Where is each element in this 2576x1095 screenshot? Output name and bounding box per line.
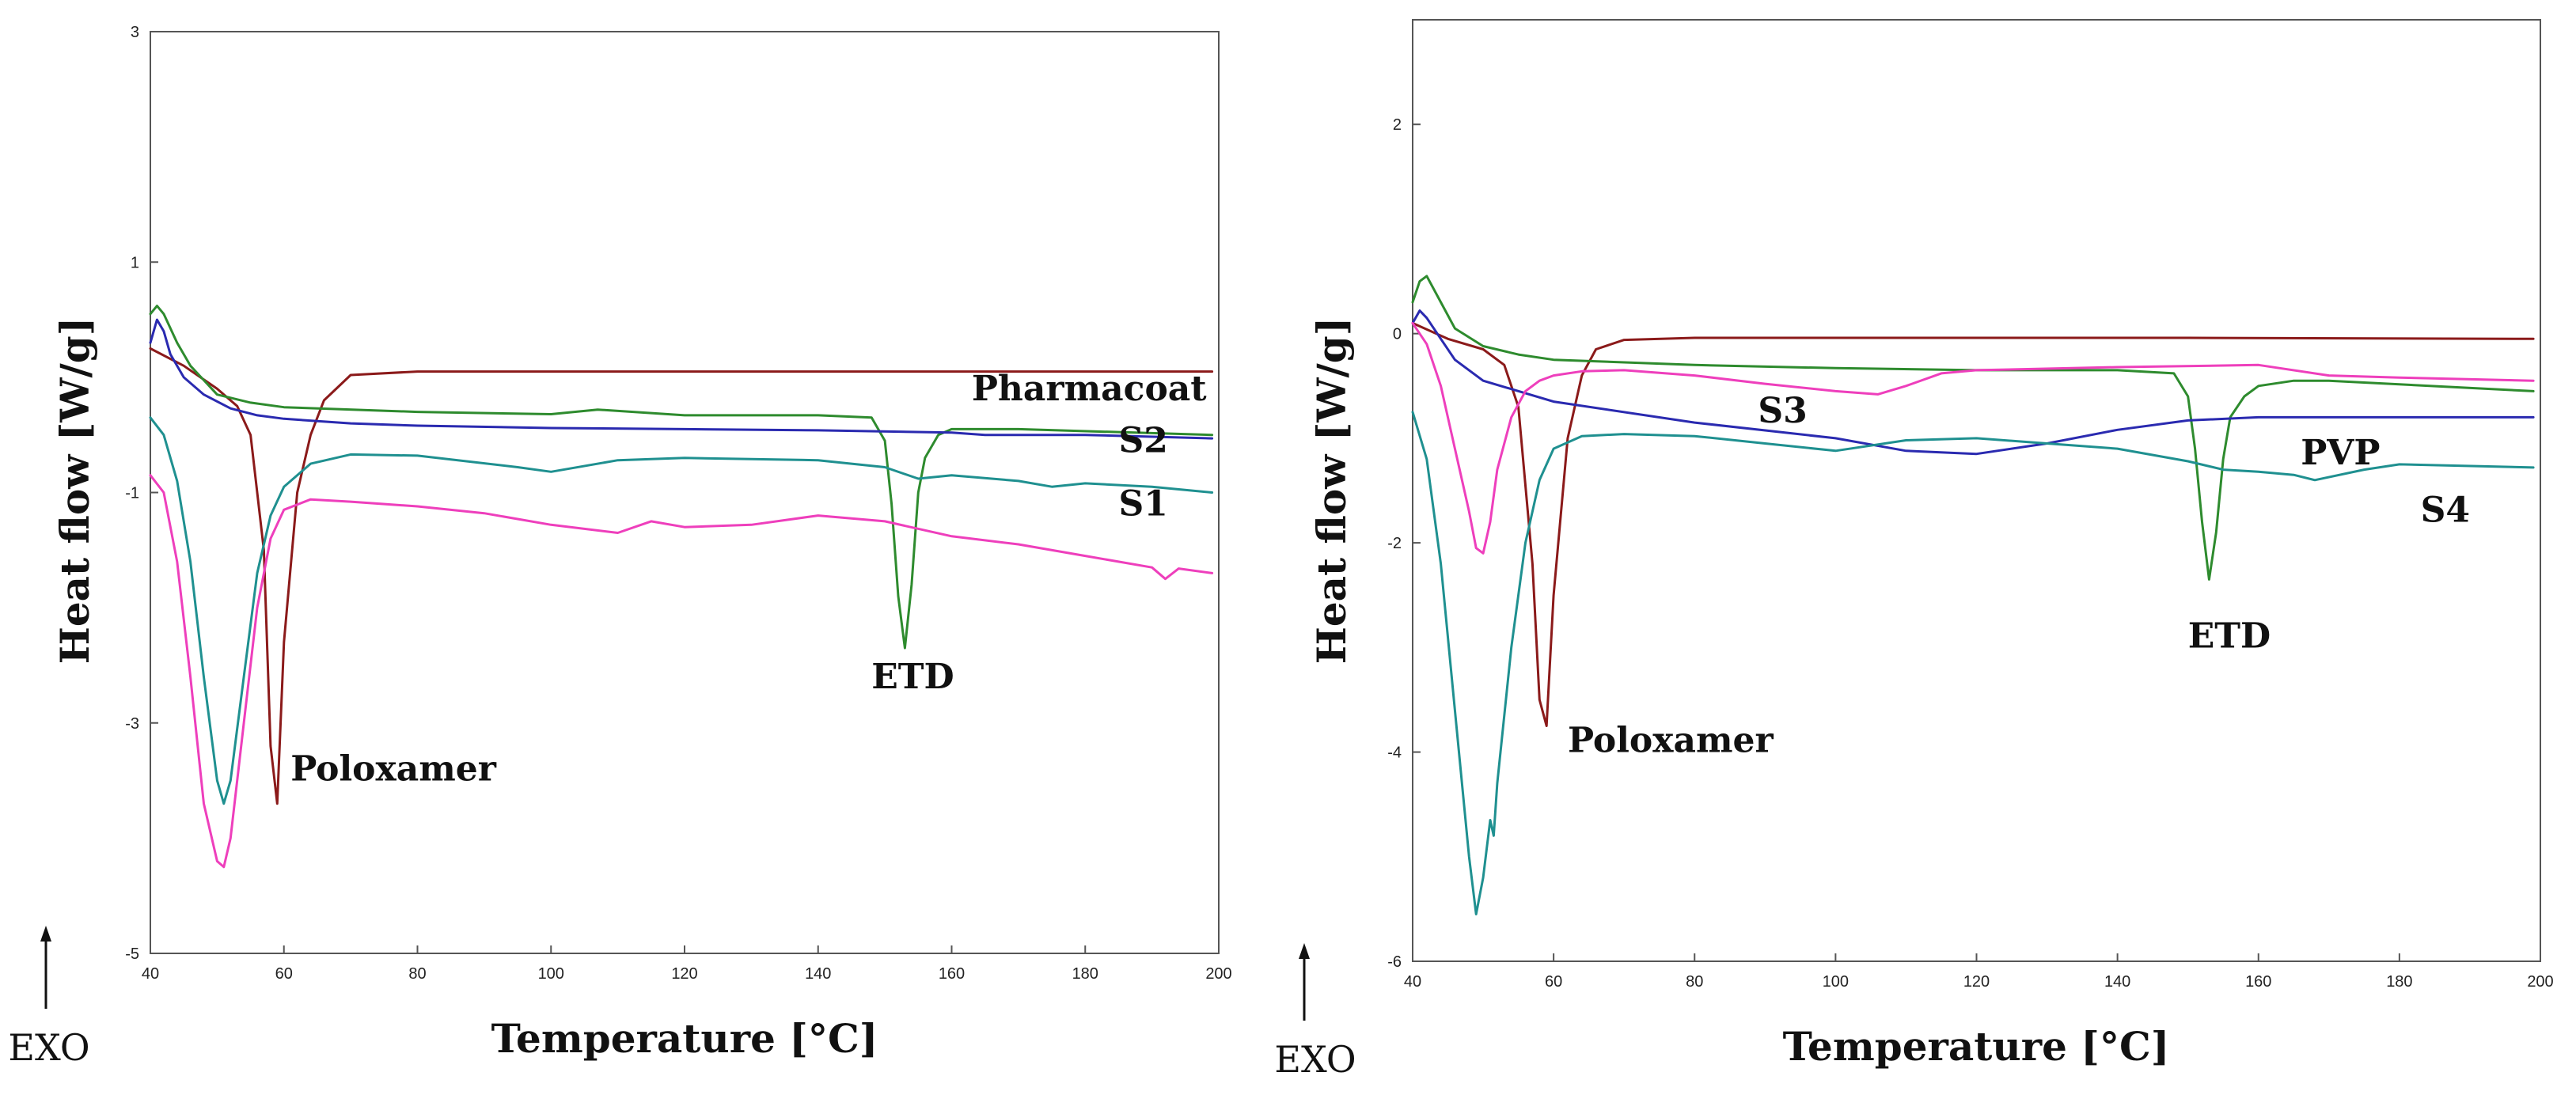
y-tick-label-right: -6 [1387, 953, 1402, 971]
x-tick-label-right: 40 [1404, 973, 1421, 991]
exo-label-right: EXO [1274, 1038, 1356, 1081]
annotation-etd-right: ETD [2188, 616, 2271, 656]
annotation-s4-right: S4 [2421, 491, 2470, 531]
plot-frame-left [150, 31, 1220, 954]
annotation-etd-left: ETD [871, 657, 954, 697]
x-axis-label-right: Temperature [°C] [1783, 1023, 2170, 1070]
tick-group-right: 40 60 80 100 120 140 160 180 200 2 0 -2 -4 -6 [1387, 116, 2553, 991]
y-tick-label-left: -3 [125, 715, 139, 733]
y-tick-label-left: 3 [131, 24, 139, 41]
annotation-s2-left: S2 [1118, 421, 1167, 461]
exo-arrow-right [1299, 943, 1310, 1021]
plot-frame-right [1412, 19, 2541, 962]
annotation-group-right: S3 PVP S4 ETD Poloxamer [1568, 391, 2470, 761]
y-axis-label-left: Heat flow [W/g] [51, 317, 98, 665]
x-tick-label-right: 200 [2527, 973, 2553, 991]
exo-label-left: EXO [8, 1026, 89, 1069]
exo-arrow-left [40, 926, 51, 1009]
panel-left: 40 60 80 100 120 140 160 180 200 3 1 -1 -3 -5 Pharmac… [8, 24, 1231, 1069]
y-tick-label-right: -4 [1387, 745, 1402, 762]
y-tick-label-left: -5 [125, 945, 139, 963]
y-tick-label-right: 2 [1393, 116, 1402, 134]
annotation-s1-left: S1 [1118, 484, 1167, 525]
series-group-left [149, 305, 1214, 869]
x-tick-label-right: 120 [1963, 973, 1990, 991]
y-tick-label-left: 1 [131, 254, 139, 271]
y-tick-label-right: 0 [1393, 326, 1402, 343]
x-tick-label-right: 180 [2386, 973, 2412, 991]
series-line-etd-right [1411, 275, 2535, 581]
series-line-pharmacoat-left [149, 318, 1214, 440]
x-tick-label-right: 80 [1686, 973, 1703, 991]
series-line-s4-right [1411, 411, 2535, 915]
annotation-poloxamer-right: Poloxamer [1568, 721, 1774, 761]
x-tick-label-left: 140 [805, 965, 831, 983]
y-tick-label-right: -2 [1387, 535, 1402, 552]
x-tick-label-left: 40 [142, 965, 159, 983]
x-tick-label-right: 60 [1545, 973, 1562, 991]
series-line-s2-left [149, 416, 1214, 805]
x-tick-label-left: 60 [275, 965, 293, 983]
y-tick-label-left: -1 [125, 485, 139, 502]
x-tick-label-left: 180 [1072, 965, 1098, 983]
x-tick-label-left: 200 [1205, 965, 1231, 983]
x-tick-label-left: 160 [939, 965, 965, 983]
x-tick-label-right: 100 [1823, 973, 1849, 991]
x-tick-label-left: 80 [408, 965, 426, 983]
exo-arrow-head-right [1299, 943, 1310, 959]
exo-arrow-head-left [40, 926, 51, 942]
y-axis-label-right: Heat flow [W/g] [1308, 317, 1355, 665]
annotation-s3-right: S3 [1758, 391, 1807, 431]
x-tick-label-left: 120 [671, 965, 697, 983]
tick-group-left: 40 60 80 100 120 140 160 180 200 3 1 -1 -3 -5 [125, 24, 1231, 983]
series-line-s1-left [149, 474, 1214, 869]
series-line-s3-right [1411, 321, 2535, 555]
series-group-right [1411, 275, 2535, 915]
series-line-poloxamer-right [1411, 321, 2535, 727]
annotation-group-left: Pharmacoat S2 S1 ETD Poloxamer [290, 369, 1207, 790]
annotation-pvp-right: PVP [2301, 433, 2380, 473]
annotation-pharmacoat-left: Pharmacoat [972, 369, 1207, 409]
x-tick-label-right: 140 [2104, 973, 2130, 991]
x-tick-label-right: 160 [2245, 973, 2271, 991]
x-axis-label-left: Temperature [°C] [491, 1015, 878, 1062]
series-line-etd-left [149, 305, 1214, 650]
x-tick-label-left: 100 [538, 965, 564, 983]
annotation-poloxamer-left: Poloxamer [290, 749, 497, 790]
panel-right: 40 60 80 100 120 140 160 180 200 2 0 -2 -4 -6 S3 PVP S4… [1274, 19, 2554, 1081]
series-line-poloxamer-left [149, 347, 1214, 805]
